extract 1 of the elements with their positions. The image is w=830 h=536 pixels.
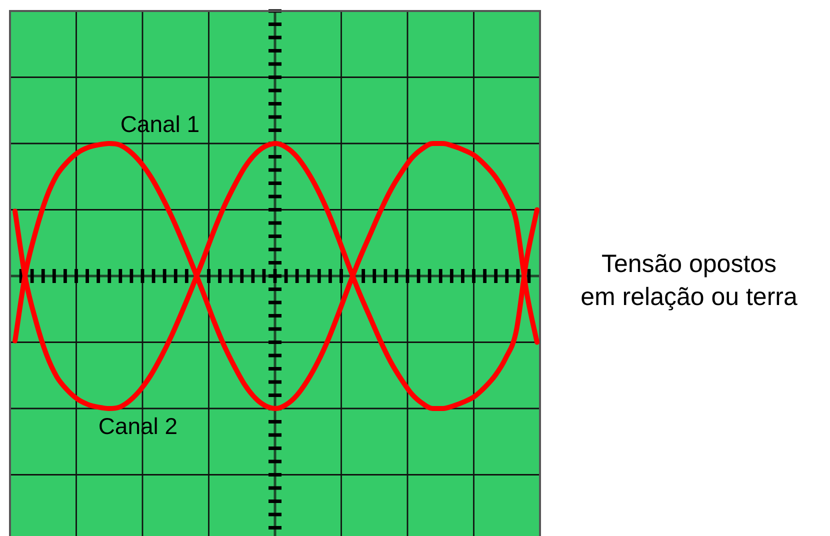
text: Tensão opostos em relação ou terra: [580, 249, 798, 313]
